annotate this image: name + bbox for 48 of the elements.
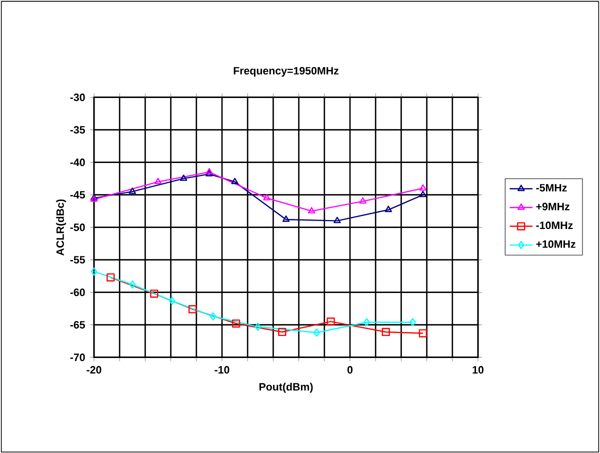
y-tick-label: -65 (70, 320, 85, 328)
point (168, 296, 176, 305)
point (419, 184, 427, 191)
y-tick-label: -35 (70, 126, 85, 134)
y-tick-label: -55 (70, 256, 85, 264)
point (334, 216, 341, 224)
point (254, 322, 262, 331)
point (210, 312, 216, 320)
y-tick-label: -40 (70, 158, 85, 166)
y-tick-label: -30 (70, 93, 85, 101)
y-tick-label: -45 (70, 190, 85, 198)
chart-title: Frequency=1950MHz (234, 66, 339, 76)
point (90, 267, 98, 276)
point (419, 190, 427, 198)
legend-label: +10MHz (536, 240, 576, 248)
point (282, 215, 290, 222)
point (382, 328, 390, 336)
point (359, 197, 366, 204)
y-axis-title: ACLR(dBc) (56, 199, 66, 256)
point (263, 194, 270, 200)
point (150, 289, 158, 298)
point (180, 174, 188, 181)
point (410, 318, 416, 326)
y-tick-label: -50 (70, 223, 85, 231)
point (308, 206, 316, 214)
point (232, 319, 240, 328)
point (384, 206, 392, 212)
point (128, 187, 136, 194)
y-tick-label: -60 (70, 288, 85, 296)
x-tick-label: 0 (347, 366, 353, 374)
point (363, 318, 370, 326)
point (106, 273, 115, 282)
legend-label: -5MHz (536, 184, 567, 192)
point (231, 178, 238, 184)
x-tick-label: -10 (214, 366, 230, 374)
point (278, 328, 286, 336)
point (326, 317, 335, 326)
point (129, 280, 136, 288)
x-tick-label: 10 (472, 366, 484, 374)
y-tick-label: -70 (70, 353, 85, 361)
point (154, 178, 162, 184)
legend-label: +9MHz (536, 202, 570, 210)
point (418, 329, 428, 338)
x-axis-title: Pout(dBm) (259, 382, 313, 393)
x-tick-label: -20 (86, 366, 102, 374)
point (314, 328, 320, 337)
legend-label: -10MHz (536, 221, 573, 229)
point (188, 305, 197, 314)
